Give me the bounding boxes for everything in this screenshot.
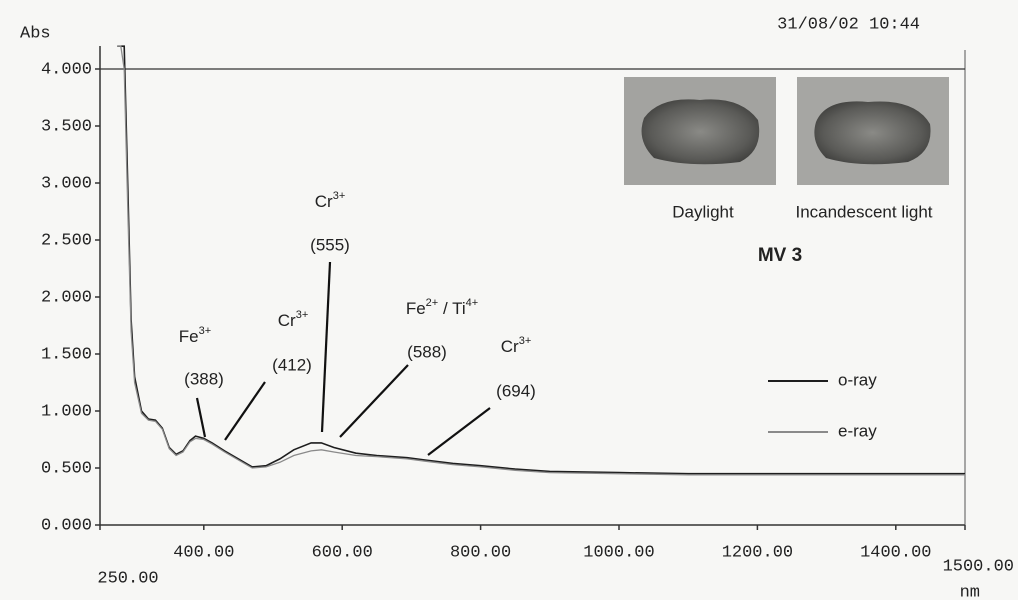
photo-caption: Daylight	[672, 202, 734, 221]
ion-charge: 3+	[296, 309, 309, 321]
y-tick-label: 3.500	[41, 117, 92, 136]
x-tick-label: 1200.00	[722, 543, 793, 562]
ion-charge: 3+	[333, 190, 346, 202]
photo	[797, 77, 949, 185]
annotation-ion: Cr3+	[315, 190, 346, 212]
y-tick-label: 2.500	[41, 231, 92, 250]
ion-symbol: Cr	[501, 337, 519, 356]
annotation-wavelength: (588)	[407, 342, 447, 361]
annotation-ion: Fe3+	[179, 325, 211, 347]
annotation-pointer	[322, 262, 330, 432]
chart: Abs nm 31/08/02 10:44 Daylight Incandesc…	[0, 0, 1018, 600]
annotation-pointer	[197, 398, 205, 437]
ion-charge: 3+	[519, 335, 532, 347]
ion-charge: 2+	[426, 297, 439, 309]
photo	[624, 77, 776, 185]
sample-name: MV 3	[758, 245, 802, 266]
annotation-ion: Fe2+ / Ti4+	[406, 297, 478, 319]
annotation-wavelength: (555)	[310, 235, 350, 254]
y-tick-label: 1.500	[41, 345, 92, 364]
ion-charge: 4+	[466, 297, 479, 309]
ion-charge: 3+	[199, 325, 212, 337]
x-tick-label: 400.00	[173, 543, 234, 562]
y-tick-label: 0.500	[41, 459, 92, 478]
annotation-wavelength: (694)	[496, 381, 536, 400]
x-axis-label: nm	[960, 583, 980, 600]
photo-caption: Incandescent light	[795, 202, 932, 221]
timestamp: 31/08/02 10:44	[777, 15, 920, 34]
x-tick-label: 600.00	[312, 543, 373, 562]
annotation-pointer	[225, 382, 265, 440]
annotation-pointer	[428, 408, 490, 455]
y-tick-label: 3.000	[41, 174, 92, 193]
annotation-ion: Cr3+	[501, 335, 532, 357]
y-tick-label: 4.000	[41, 60, 92, 79]
annotation-wavelength: (412)	[272, 355, 312, 374]
annotation-pointer	[340, 365, 408, 437]
ion-symbol: Fe	[179, 327, 199, 346]
legend-label: o-ray	[838, 370, 877, 389]
x-tick-label: 1500.00	[943, 557, 1014, 576]
x-tick-label: 250.00	[97, 569, 158, 588]
legend-label: e-ray	[838, 421, 877, 440]
annotation-wavelength: (388)	[184, 369, 224, 388]
annotation-ion: Cr3+	[278, 309, 309, 331]
ion-symbol: / Ti	[438, 299, 465, 318]
x-tick-label: 800.00	[450, 543, 511, 562]
ion-symbol: Cr	[315, 192, 333, 211]
y-tick-label: 2.000	[41, 288, 92, 307]
y-tick-label: 1.000	[41, 402, 92, 421]
x-tick-label: 1400.00	[860, 543, 931, 562]
ion-symbol: Fe	[406, 299, 426, 318]
y-tick-label: 0.000	[41, 516, 92, 535]
x-tick-label: 1000.00	[583, 543, 654, 562]
y-axis-label: Abs	[20, 24, 51, 43]
ion-symbol: Cr	[278, 311, 296, 330]
